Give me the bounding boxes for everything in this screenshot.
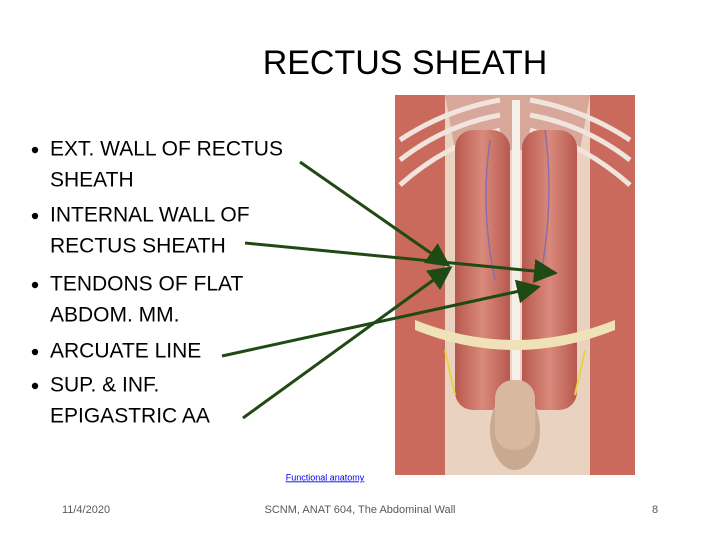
bullet-dot xyxy=(31,348,39,356)
arrow xyxy=(221,279,541,358)
bullet-text: ARCUATE LINE xyxy=(50,340,201,363)
bullet-text: SUP. & INF. xyxy=(50,374,159,397)
bullet-dot xyxy=(31,212,39,220)
bullet-text: TENDONS OF FLAT xyxy=(50,273,243,296)
bullet-dot xyxy=(31,281,39,289)
bullet-text: RECTUS SHEATH xyxy=(50,235,226,258)
arrow xyxy=(244,241,558,283)
bullet-text: SHEATH xyxy=(50,169,134,192)
arrow xyxy=(242,266,453,420)
slide-title: RECTUS SHEATH xyxy=(263,44,548,82)
footer-date: 11/4/2020 xyxy=(62,504,110,516)
bullet-text: ABDOM. MM. xyxy=(50,304,180,327)
arrows xyxy=(221,160,558,420)
bullet-dot xyxy=(31,382,39,390)
bullet-text: EPIGASTRIC AA xyxy=(50,405,210,428)
anatomy-image xyxy=(395,95,635,475)
bullet-dot xyxy=(31,146,39,154)
bullet-text: INTERNAL WALL OF xyxy=(50,204,250,227)
footer-page: 8 xyxy=(652,504,658,516)
image-link[interactable]: Functional anatomy xyxy=(286,472,365,482)
bullet-list: EXT. WALL OF RECTUS SHEATH INTERNAL WALL O… xyxy=(31,138,283,428)
arrow xyxy=(299,160,451,267)
footer-center: SCNM, ANAT 604, The Abdominal Wall xyxy=(265,504,456,516)
bullet-text: EXT. WALL OF RECTUS xyxy=(50,138,283,161)
